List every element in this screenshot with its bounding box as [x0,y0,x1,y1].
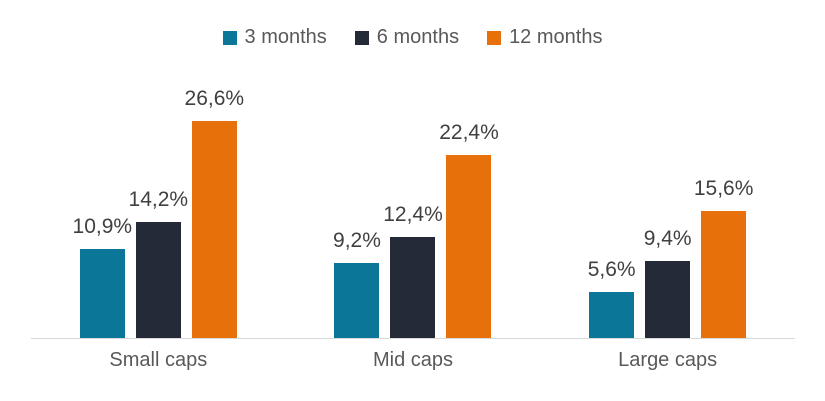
chart-legend: 3 months 6 months 12 months [0,26,825,49]
bar-12-months: 26,6% [185,87,244,338]
data-label: 9,2% [333,229,381,252]
bar-3-months: 5,6% [588,258,636,338]
bar-6-months: 12,4% [383,203,443,338]
legend-item-3-months: 3 months [222,26,327,49]
plot-area: 10,9% 14,2% 26,6% Small caps 9,2% 12,4% 22,4% M… [31,0,795,371]
legend-item-6-months: 6 months [354,26,460,49]
category-label: Mid caps [372,349,453,371]
data-label: 15,6% [693,177,754,200]
data-label: 10,9% [72,215,133,238]
category-group-small-caps: 10,9% 14,2% 26,6% Small caps [73,0,245,371]
data-label: 9,4% [643,227,692,250]
category-group-mid-caps: 9,2% 12,4% 22,4% Mid caps [333,0,499,371]
x-axis-line [31,338,795,339]
bar-12-months: 22,4% [439,121,499,338]
bar-6-months: 14,2% [129,188,188,338]
data-label: 12,4% [383,203,443,226]
data-label: 5,6% [587,258,636,281]
data-label: 26,6% [184,87,245,110]
legend-item-12-months: 12 months [487,26,602,49]
bar-12-months: 15,6% [694,177,753,338]
category-group-large-caps: 5,6% 9,4% 15,6% Large caps [588,0,754,371]
category-label: Small caps [109,349,208,371]
data-label: 14,2% [128,188,189,211]
legend-swatch-3-months [222,30,237,45]
legend-swatch-6-months [354,30,369,45]
legend-label: 12 months [509,26,603,48]
legend-label: 3 months [244,26,327,48]
legend-label: 6 months [376,26,460,48]
category-label: Large caps [618,349,718,371]
bar-3-months: 9,2% [333,229,381,338]
data-label: 22,4% [439,121,499,144]
legend-swatch-12-months [487,30,502,45]
bar-6-months: 9,4% [644,227,692,338]
bar-3-months: 10,9% [73,215,132,338]
